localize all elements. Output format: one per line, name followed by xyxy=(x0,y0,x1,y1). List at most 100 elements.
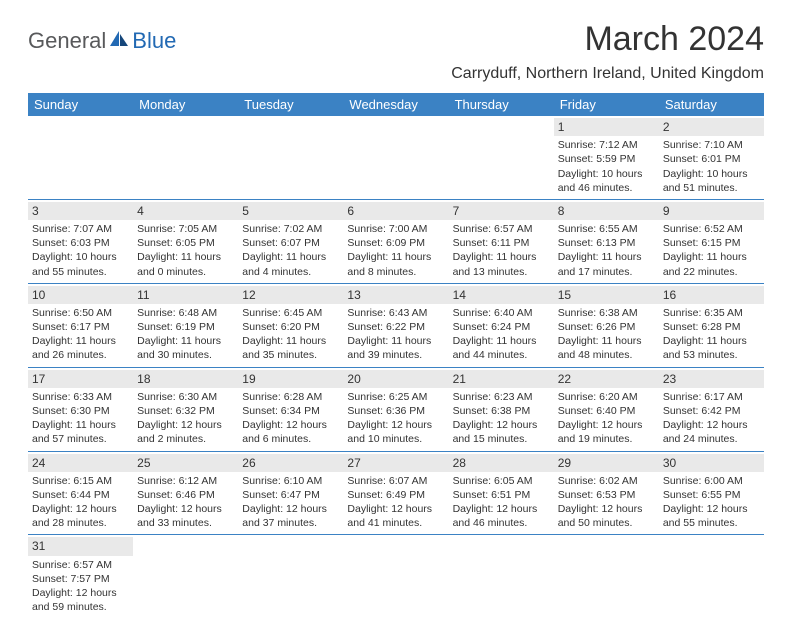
location: Carryduff, Northern Ireland, United King… xyxy=(451,65,764,83)
sunrise-text: Sunrise: 6:57 AM xyxy=(453,222,550,236)
daylight-text: Daylight: 12 hours and 59 minutes. xyxy=(32,586,129,614)
calendar-cell: 1Sunrise: 7:12 AMSunset: 5:59 PMDaylight… xyxy=(554,116,659,199)
sunset-text: Sunset: 6:03 PM xyxy=(32,236,129,250)
sunset-text: Sunset: 6:30 PM xyxy=(32,404,129,418)
daylight-text: Daylight: 12 hours and 15 minutes. xyxy=(453,418,550,446)
sunrise-text: Sunrise: 6:45 AM xyxy=(242,306,339,320)
calendar-cell: 2Sunrise: 7:10 AMSunset: 6:01 PMDaylight… xyxy=(659,116,764,199)
day-header: Friday xyxy=(554,93,659,116)
daylight-text: Daylight: 11 hours and 4 minutes. xyxy=(242,250,339,278)
day-number: 28 xyxy=(449,454,554,472)
calendar-cell: 16Sunrise: 6:35 AMSunset: 6:28 PMDayligh… xyxy=(659,283,764,367)
calendar-cell: 24Sunrise: 6:15 AMSunset: 6:44 PMDayligh… xyxy=(28,451,133,535)
logo-text-general: General xyxy=(28,28,106,54)
calendar-cell: 17 Sunrise: 6:33 AMSunset: 6:30 PMDayligh… xyxy=(28,367,133,451)
day-header: Saturday xyxy=(659,93,764,116)
sunset-text: Sunset: 6:32 PM xyxy=(137,404,234,418)
sail-icon xyxy=(108,29,130,54)
calendar-cell: 10Sunrise: 6:50 AMSunset: 6:17 PMDayligh… xyxy=(28,283,133,367)
sunrise-text: Sunrise: 6:28 AM xyxy=(242,390,339,404)
calendar-week: 17Sunrise: 6:33 AMSunset: 6:30 PMDayligh… xyxy=(28,367,764,451)
daylight-text: Daylight: 12 hours and 46 minutes. xyxy=(453,502,550,530)
calendar-cell: 21 Sunrise: 6:23 AMSunset: 6:38 PMDayligh… xyxy=(449,367,554,451)
calendar-cell: 27Sunrise: 6:07 AMSunset: 6:49 PMDayligh… xyxy=(343,451,448,535)
day-number: 30 xyxy=(659,454,764,472)
calendar-cell: 14Sunrise: 6:40 AMSunset: 6:24 PMDayligh… xyxy=(449,283,554,367)
day-number: 20 xyxy=(343,370,448,388)
calendar-cell: 20Sunrise: 6:25 AMSunset: 6:36 PMDayligh… xyxy=(343,367,448,451)
calendar-table: SundayMondayTuesdayWednesdayThursdayFrid… xyxy=(28,93,764,618)
sunset-text: Sunset: 6:20 PM xyxy=(242,320,339,334)
day-number: 10 xyxy=(28,286,133,304)
day-number: 21 xyxy=(449,370,554,388)
day-header: Wednesday xyxy=(343,93,448,116)
calendar-week: 10Sunrise: 6:50 AMSunset: 6:17 PMDayligh… xyxy=(28,283,764,367)
sunset-text: Sunset: 6:13 PM xyxy=(558,236,655,250)
sunset-text: Sunset: 6:51 PM xyxy=(453,488,550,502)
calendar-body: 1Sunrise: 7:12 AMSunset: 5:59 PMDaylight… xyxy=(28,116,764,618)
daylight-text: Daylight: 11 hours and 39 minutes. xyxy=(347,334,444,362)
calendar-cell xyxy=(133,116,238,199)
sunrise-text: Sunrise: 6:30 AM xyxy=(137,390,234,404)
daylight-text: Daylight: 10 hours and 55 minutes. xyxy=(32,250,129,278)
calendar-cell: 22Sunrise: 6:20 AMSunset: 6:40 PMDayligh… xyxy=(554,367,659,451)
daylight-text: Daylight: 11 hours and 17 minutes. xyxy=(558,250,655,278)
sunrise-text: Sunrise: 6:15 AM xyxy=(32,474,129,488)
sunrise-text: Sunrise: 6:55 AM xyxy=(558,222,655,236)
calendar-cell: 11Sunrise: 6:48 AMSunset: 6:19 PMDayligh… xyxy=(133,283,238,367)
sunset-text: Sunset: 6:09 PM xyxy=(347,236,444,250)
calendar-cell xyxy=(343,116,448,199)
daylight-text: Daylight: 11 hours and 22 minutes. xyxy=(663,250,760,278)
day-number: 16 xyxy=(659,286,764,304)
header: General Blue March 2024 Carryduff, North… xyxy=(28,20,764,83)
sunrise-text: Sunrise: 6:23 AM xyxy=(453,390,550,404)
daylight-text: Daylight: 12 hours and 37 minutes. xyxy=(242,502,339,530)
sunrise-text: Sunrise: 6:38 AM xyxy=(558,306,655,320)
daylight-text: Daylight: 12 hours and 6 minutes. xyxy=(242,418,339,446)
sunrise-text: Sunrise: 6:00 AM xyxy=(663,474,760,488)
sunset-text: Sunset: 6:19 PM xyxy=(137,320,234,334)
daylight-text: Daylight: 12 hours and 55 minutes. xyxy=(663,502,760,530)
calendar-cell: 5Sunrise: 7:02 AMSunset: 6:07 PMDaylight… xyxy=(238,199,343,283)
daylight-text: Daylight: 11 hours and 57 minutes. xyxy=(32,418,129,446)
day-number: 15 xyxy=(554,286,659,304)
sunset-text: Sunset: 6:42 PM xyxy=(663,404,760,418)
day-header: Tuesday xyxy=(238,93,343,116)
day-number: 19 xyxy=(238,370,343,388)
calendar-week: 3Sunrise: 7:07 AMSunset: 6:03 PMDaylight… xyxy=(28,199,764,283)
sunrise-text: Sunrise: 6:33 AM xyxy=(32,390,129,404)
title-block: March 2024 Carryduff, Northern Ireland, … xyxy=(451,20,764,83)
daylight-text: Daylight: 12 hours and 24 minutes. xyxy=(663,418,760,446)
calendar-cell: 19 Sunrise: 6:28 AMSunset: 6:34 PMDayligh… xyxy=(238,367,343,451)
day-number: 25 xyxy=(133,454,238,472)
daylight-text: Daylight: 10 hours and 46 minutes. xyxy=(558,167,655,195)
sunset-text: Sunset: 6:15 PM xyxy=(663,236,760,250)
sunset-text: Sunset: 7:57 PM xyxy=(32,572,129,586)
daylight-text: Daylight: 11 hours and 26 minutes. xyxy=(32,334,129,362)
sunset-text: Sunset: 6:22 PM xyxy=(347,320,444,334)
daylight-text: Daylight: 11 hours and 53 minutes. xyxy=(663,334,760,362)
day-header: Thursday xyxy=(449,93,554,116)
day-number: 17 xyxy=(28,370,133,388)
sunset-text: Sunset: 6:07 PM xyxy=(242,236,339,250)
sunset-text: Sunset: 6:17 PM xyxy=(32,320,129,334)
sunset-text: Sunset: 6:49 PM xyxy=(347,488,444,502)
sunset-text: Sunset: 6:34 PM xyxy=(242,404,339,418)
daylight-text: Daylight: 11 hours and 30 minutes. xyxy=(137,334,234,362)
sunset-text: Sunset: 6:38 PM xyxy=(453,404,550,418)
sunset-text: Sunset: 6:11 PM xyxy=(453,236,550,250)
daylight-text: Daylight: 12 hours and 19 minutes. xyxy=(558,418,655,446)
sunrise-text: Sunrise: 6:12 AM xyxy=(137,474,234,488)
calendar-cell: 13Sunrise: 6:43 AMSunset: 6:22 PMDayligh… xyxy=(343,283,448,367)
calendar-cell xyxy=(449,535,554,618)
sunset-text: Sunset: 6:28 PM xyxy=(663,320,760,334)
sunset-text: Sunset: 6:01 PM xyxy=(663,152,760,166)
day-header: Sunday xyxy=(28,93,133,116)
sunrise-text: Sunrise: 6:17 AM xyxy=(663,390,760,404)
sunset-text: Sunset: 6:53 PM xyxy=(558,488,655,502)
sunrise-text: Sunrise: 7:00 AM xyxy=(347,222,444,236)
sunrise-text: Sunrise: 7:05 AM xyxy=(137,222,234,236)
day-number: 9 xyxy=(659,202,764,220)
sunset-text: Sunset: 6:46 PM xyxy=(137,488,234,502)
month-title: March 2024 xyxy=(451,20,764,59)
